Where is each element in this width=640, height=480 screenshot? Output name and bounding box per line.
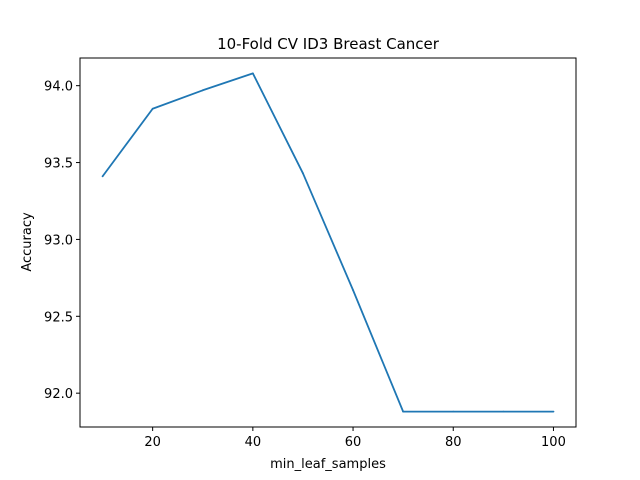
data-point	[151, 107, 154, 110]
data-point	[101, 175, 104, 178]
data-point	[502, 410, 505, 413]
data-point	[402, 410, 405, 413]
y-tick-label: 93.5	[44, 157, 73, 172]
x-axis: 20 40 60 80 100	[144, 427, 566, 450]
chart-title: 10-Fold CV ID3 Breast Cancer	[217, 35, 440, 53]
axes-frame	[79, 57, 577, 428]
y-axis-label: Accuracy	[20, 212, 35, 272]
data-point	[302, 172, 304, 175]
data-point	[552, 410, 555, 413]
data-point	[452, 410, 455, 413]
x-tick-label: 100	[541, 435, 566, 450]
data-point	[251, 72, 254, 75]
y-tick-label: 92.5	[44, 310, 73, 325]
y-tick-label: 94.0	[44, 80, 73, 95]
series-line	[101, 72, 554, 413]
x-axis-label: min_leaf_samples	[270, 457, 386, 472]
y-tick-label: 92.0	[44, 387, 73, 402]
x-tick-label: 60	[345, 435, 362, 450]
x-tick-label: 20	[144, 435, 161, 450]
y-axis: 92.0 92.5 93.0 93.5 94.0	[44, 80, 80, 402]
y-tick-label: 93.0	[44, 233, 73, 248]
x-tick-label: 40	[245, 435, 262, 450]
plot-area	[101, 72, 555, 413]
x-tick-label: 80	[445, 435, 462, 450]
data-point	[201, 89, 204, 92]
data-point	[352, 289, 354, 292]
